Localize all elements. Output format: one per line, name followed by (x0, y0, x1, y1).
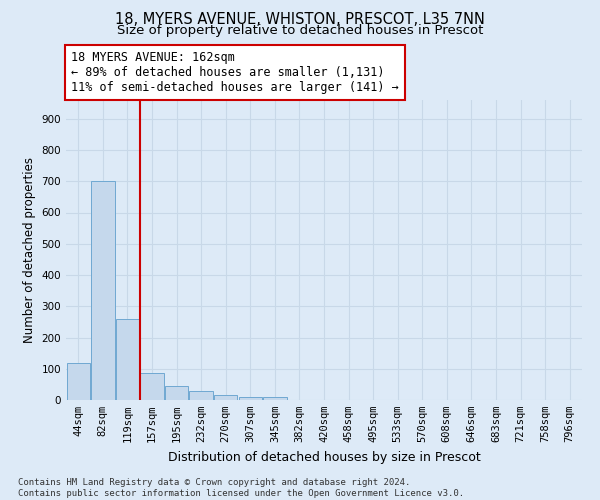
X-axis label: Distribution of detached houses by size in Prescot: Distribution of detached houses by size … (167, 450, 481, 464)
Bar (263, 397, 287, 400)
Text: Contains HM Land Registry data © Crown copyright and database right 2024.
Contai: Contains HM Land Registry data © Crown c… (18, 478, 464, 498)
Text: 18 MYERS AVENUE: 162sqm
← 89% of detached houses are smaller (1,131)
11% of semi: 18 MYERS AVENUE: 162sqm ← 89% of detache… (71, 51, 399, 94)
Text: 18, MYERS AVENUE, WHISTON, PRESCOT, L35 7NN: 18, MYERS AVENUE, WHISTON, PRESCOT, L35 … (115, 12, 485, 28)
Bar (190, 390, 213, 400)
Bar (165, 386, 188, 400)
Bar (239, 397, 262, 400)
Bar (214, 396, 238, 400)
Bar (67, 362, 90, 400)
Bar (140, 374, 164, 400)
Y-axis label: Number of detached properties: Number of detached properties (23, 157, 36, 343)
Text: Size of property relative to detached houses in Prescot: Size of property relative to detached ho… (117, 24, 483, 37)
Bar (116, 319, 139, 400)
Bar (91, 181, 115, 400)
